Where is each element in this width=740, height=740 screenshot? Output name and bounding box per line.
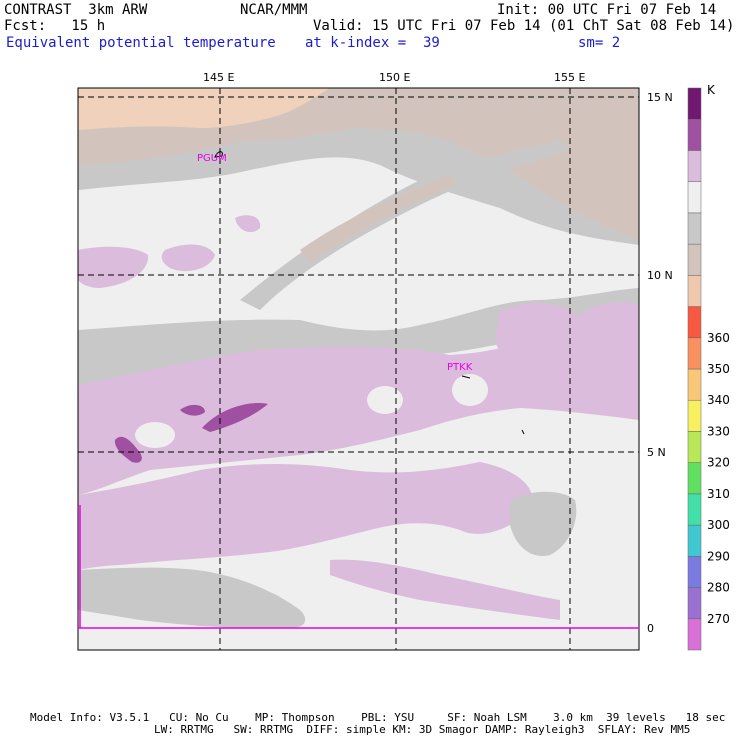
map-frame — [77, 87, 640, 651]
peach-zone — [78, 88, 330, 130]
level-index: at k-index = 39 — [305, 35, 440, 51]
colorbar-tick-labels: 270 280 290 300 310 320 330 340 350 360 — [707, 331, 730, 626]
field-hole — [135, 422, 175, 448]
purple-blob — [161, 244, 215, 272]
dark-purple-patch — [202, 403, 268, 432]
island-outline — [521, 429, 525, 435]
colorbar-tick-label: 350 — [707, 362, 730, 376]
colorbar-swatch — [687, 118, 702, 151]
guam-island-outline — [214, 151, 223, 158]
lat-label-15n: 15 N — [647, 91, 673, 104]
lon-label-145e: 145 E — [203, 71, 234, 84]
dark-purple-patch — [180, 404, 205, 416]
colorbar-swatch — [687, 150, 702, 182]
colorbar-swatch — [687, 368, 702, 401]
grey-band-middle — [78, 288, 639, 385]
valid-time: Valid: 15 UTC Fri 07 Feb 14 (01 ChT Sat … — [313, 18, 735, 34]
colorbar-tick-label: 340 — [707, 393, 730, 407]
model-info-line-2: LW: RRTMG SW: RRTMG DIFF: simple KM: 3D … — [154, 723, 691, 736]
lat-label-5n: 5 N — [647, 446, 666, 459]
colorbar-tick-label: 360 — [707, 331, 730, 345]
smoothing-value: sm= 2 — [578, 35, 621, 51]
colorbar-swatch — [687, 181, 702, 214]
purple-band-middle — [78, 302, 639, 495]
colorbar-swatch — [687, 618, 702, 651]
tan-streak — [300, 175, 458, 262]
grey-blob-south-east — [510, 491, 577, 556]
purple-band-south — [78, 462, 533, 570]
colorbar-swatch — [687, 399, 702, 432]
purple-blob-east — [495, 303, 582, 371]
dark-purple-patch — [114, 436, 142, 463]
colorbar-tick-label: 310 — [707, 487, 730, 501]
colorbar-swatch — [687, 87, 702, 120]
colorbar — [687, 87, 702, 651]
grey-blob — [250, 593, 283, 609]
colorbar-swatch — [687, 587, 702, 620]
colorbar-tick-label: 330 — [707, 424, 730, 438]
grey-streak — [240, 140, 570, 310]
purple-blob — [235, 215, 261, 233]
colorbar-tick-label: 280 — [707, 581, 730, 595]
colorbar-swatch — [687, 462, 702, 495]
lat-label-10n: 10 N — [647, 269, 673, 282]
purple-band-south-east — [330, 559, 560, 620]
colorbar-swatch — [687, 524, 702, 557]
organization-label: NCAR/MMM — [240, 2, 308, 18]
colorbar-unit: K — [707, 83, 716, 97]
colorbar-tick-label: 300 — [707, 518, 730, 532]
init-time: Init: 00 UTC Fri 07 Feb 14 — [497, 2, 717, 18]
colorbar-swatch — [687, 337, 702, 370]
grey-band-south — [78, 567, 306, 629]
field-hole — [367, 386, 403, 414]
model-title: CONTRAST 3km ARW — [4, 2, 148, 18]
lat-label-equator: 0 — [647, 622, 654, 635]
graticule — [78, 88, 639, 650]
purple-blob — [78, 246, 149, 288]
colorbar-swatch — [687, 431, 702, 463]
lon-label-150e: 150 E — [379, 71, 410, 84]
chuuk-island-outline — [461, 375, 471, 379]
colorbar-swatch — [687, 493, 702, 526]
colorbar-swatch — [687, 243, 702, 276]
colorbar-tick-label: 320 — [707, 456, 730, 470]
forecast-hour: Fcst: 15 h — [4, 18, 106, 34]
colorbar-swatch — [687, 306, 702, 339]
colorbar-tick-label: 290 — [707, 549, 730, 563]
station-label-pgum: PGUM — [197, 153, 227, 164]
theta-e-field — [78, 88, 639, 650]
colorbar-swatch — [687, 275, 702, 307]
colorbar-swatch — [687, 212, 702, 245]
colorbar-tick-label: 270 — [707, 612, 730, 626]
lon-label-155e: 155 E — [554, 71, 585, 84]
field-hole — [452, 374, 488, 406]
field-name: Equivalent potential temperature — [6, 35, 276, 51]
colorbar-swatch — [687, 556, 702, 588]
station-label-ptkk: PTKK — [447, 362, 473, 373]
model-info-line-1: Model Info: V3.5.1 CU: No Cu MP: Thompso… — [30, 711, 726, 724]
